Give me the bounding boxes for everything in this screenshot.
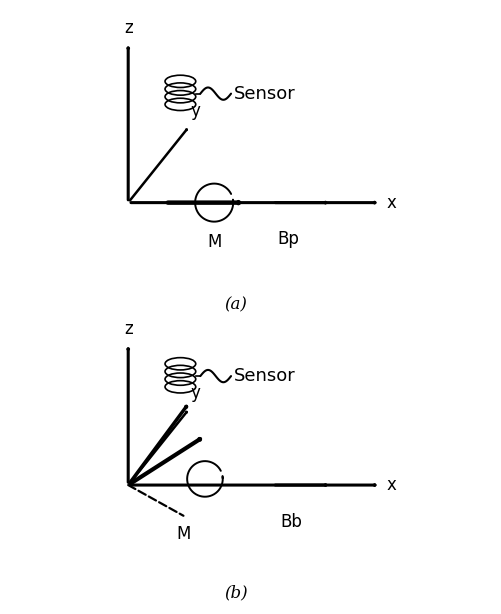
Text: Sensor: Sensor (233, 367, 295, 385)
Text: M: M (176, 525, 190, 543)
Text: y: y (190, 384, 200, 402)
Text: z: z (124, 19, 132, 37)
Text: y: y (190, 102, 200, 120)
Text: Sensor: Sensor (233, 85, 295, 103)
Text: z: z (124, 320, 132, 338)
Text: Bp: Bp (277, 230, 298, 248)
Text: Bb: Bb (280, 513, 301, 530)
Text: (a): (a) (224, 296, 246, 313)
Text: (b): (b) (223, 585, 247, 602)
Text: M: M (206, 233, 221, 251)
Text: x: x (385, 193, 395, 212)
Text: x: x (385, 476, 395, 494)
